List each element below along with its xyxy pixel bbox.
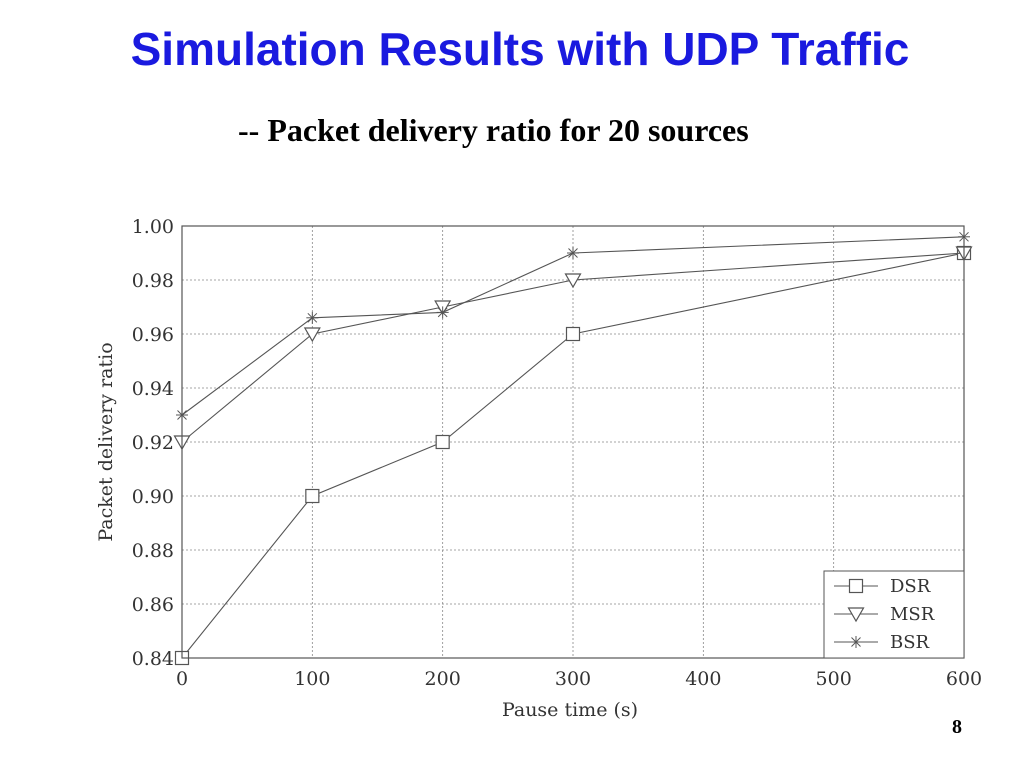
y-tick-label: 1.00	[132, 216, 174, 238]
msr-marker	[564, 273, 582, 289]
page-number: 8	[952, 716, 962, 738]
chart-legend: DSR MSR BSR	[823, 570, 965, 659]
dsr-marker	[565, 326, 581, 342]
dsr-marker	[435, 434, 450, 450]
y-tick-label: 0.88	[132, 540, 174, 562]
legend-label: DSR	[890, 576, 931, 597]
chart-series	[173, 230, 973, 666]
slide-title: Simulation Results with UDP Traffic	[130, 23, 910, 75]
y-axis-label: Packet delivery ratio	[95, 342, 117, 541]
bsr-marker	[436, 306, 449, 319]
y-tick-label: 0.86	[132, 594, 174, 616]
legend-item-msr: MSR	[834, 604, 935, 625]
legend-item-dsr: DSR	[834, 576, 931, 597]
bsr-marker	[850, 636, 862, 648]
x-tick-label: 500	[816, 668, 852, 690]
y-tick-label: 0.94	[132, 378, 174, 400]
x-axis-label: Pause time (s)	[502, 699, 638, 721]
y-tick-label: 0.92	[132, 432, 174, 454]
x-tick-label: 400	[685, 668, 721, 690]
bsr-marker	[567, 247, 579, 259]
x-tick-label: 100	[294, 668, 330, 690]
legend-item-bsr: BSR	[834, 632, 930, 653]
y-tick-label: 0.90	[132, 486, 174, 508]
msr-marker	[303, 327, 321, 343]
x-tick-label: 600	[946, 668, 982, 690]
y-tick-label: 0.84	[132, 648, 174, 670]
msr-marker	[847, 607, 865, 623]
legend-label: BSR	[890, 632, 930, 653]
x-tick-label: 300	[555, 668, 591, 690]
dsr-marker	[848, 578, 864, 594]
y-tick-label: 0.96	[132, 324, 174, 346]
x-tick-label: 0	[176, 668, 188, 690]
x-tick-label: 200	[425, 668, 461, 690]
slide-subtitle: -- Packet delivery ratio for 20 sources	[238, 112, 749, 148]
plot-frame	[181, 225, 965, 659]
dsr-marker	[305, 488, 320, 504]
chart-ticks: 0 100 200 300 400 500 600 0.84 0.86 0.88 0.90 0.92 0…	[132, 216, 982, 690]
y-tick-label: 0.98	[132, 270, 174, 292]
legend-label: MSR	[890, 604, 935, 625]
bsr-marker	[306, 311, 319, 324]
